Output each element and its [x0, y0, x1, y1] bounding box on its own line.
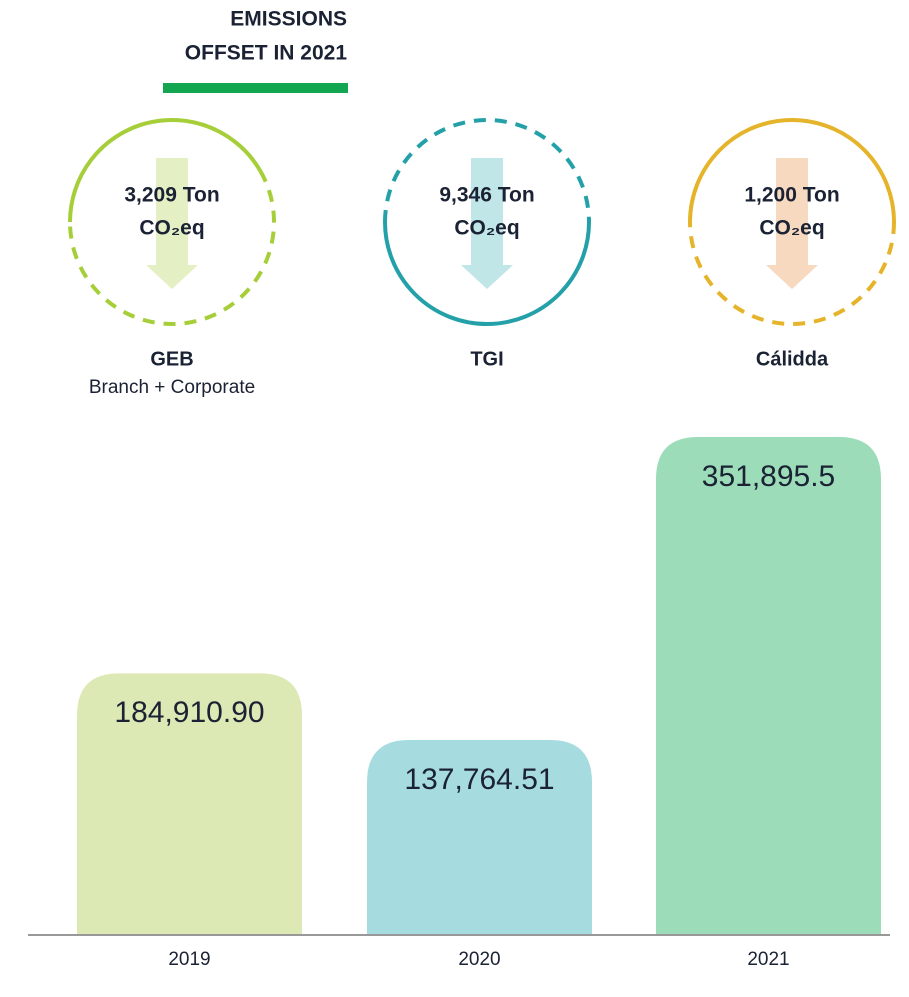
title-underline	[163, 83, 348, 93]
bar	[656, 437, 881, 935]
unit: CO₂eq	[139, 217, 204, 240]
amount: 1,200 Ton	[744, 184, 839, 207]
unit: CO₂eq	[454, 217, 519, 240]
ring-dashed	[68, 170, 276, 326]
company: TGI	[470, 348, 503, 370]
ring-solid	[383, 221, 591, 326]
x-tick-label: 2019	[168, 949, 210, 970]
company: GEB	[150, 348, 193, 370]
ring-solid	[68, 118, 263, 223]
ring-dashed	[688, 221, 896, 326]
company-subtitle: Branch + Corporate	[89, 377, 255, 398]
amount: 3,209 Ton	[124, 184, 219, 207]
x-tick-label: 2020	[458, 949, 500, 970]
value-label: 351,895.5	[702, 460, 835, 493]
unit: CO₂eq	[759, 217, 824, 240]
arrow	[461, 158, 513, 289]
amount: 9,346 Ton	[439, 184, 534, 207]
value-label: 137,764.51	[404, 763, 554, 796]
arrow	[146, 158, 198, 289]
ring-solid	[688, 118, 896, 223]
bar	[367, 740, 592, 935]
title: EMISSIONS	[230, 8, 347, 31]
title: OFFSET IN 2021	[185, 42, 348, 65]
ring-dashed	[383, 118, 591, 223]
arrow	[766, 158, 818, 289]
x-tick-label: 2021	[747, 949, 789, 970]
bar	[77, 673, 302, 935]
value-label: 184,910.90	[114, 696, 264, 729]
company: Cálidda	[756, 348, 829, 370]
